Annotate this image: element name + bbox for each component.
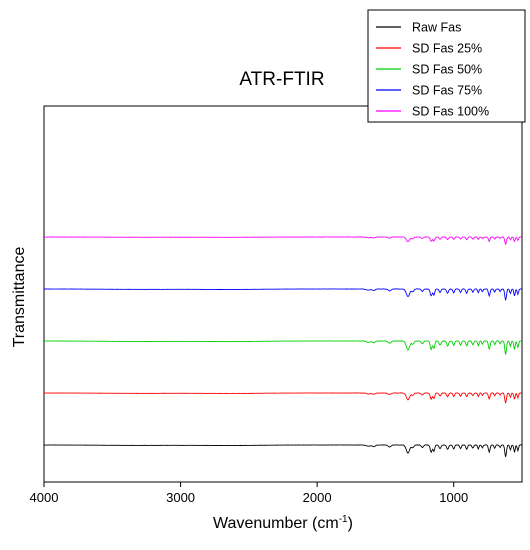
x-tick-label-2: 3000 [166, 490, 195, 505]
legend: Raw Fas SD Fas 25% SD Fas 50% SD Fas 75% SD … [367, 9, 526, 123]
legend-label-4: SD Fas 75% [412, 84, 482, 98]
x-axis-title: Wavenumber (cm-1) [213, 514, 353, 532]
series-line-1 [43, 444, 523, 457]
chart-title: ATR-FTIR [239, 69, 324, 90]
series-line-5 [43, 236, 523, 246]
series-line-2 [43, 392, 523, 404]
y-axis-title: Transmittance [11, 247, 28, 348]
x-tick-label-3: 2000 [303, 490, 332, 505]
plot-frame [43, 105, 523, 483]
legend-label-2: SD Fas 25% [412, 42, 482, 56]
x-axis-ticks: 4000 3000 2000 1000 [30, 482, 468, 505]
legend-label-3: SD Fas 50% [412, 63, 482, 77]
legend-box [367, 9, 526, 123]
x-tick-label-4: 1000 [439, 490, 468, 505]
series-layer [43, 236, 523, 457]
legend-label-5: SD Fas 100% [412, 105, 489, 119]
series-line-4 [43, 288, 522, 301]
series-line-3 [43, 340, 523, 355]
legend-label-1: Raw Fas [412, 21, 461, 35]
x-tick-label-1: 4000 [30, 490, 59, 505]
